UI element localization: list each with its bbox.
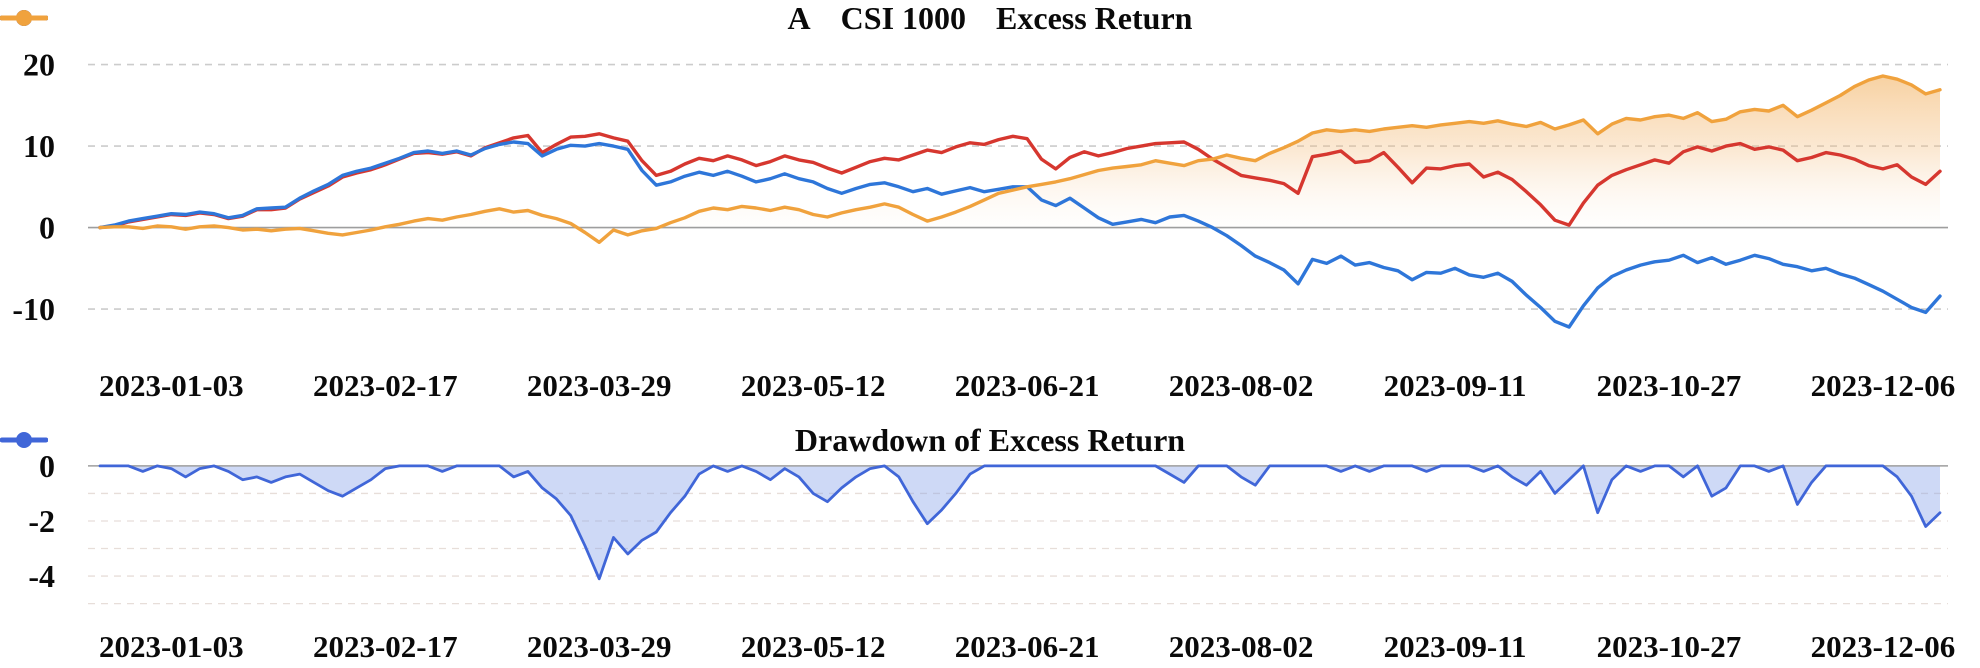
y-tick-label: 10 xyxy=(23,128,55,164)
drawdown-marker-icon xyxy=(0,432,48,448)
x-tick-label: 2023-08-02 xyxy=(1169,368,1314,403)
y-tick-label: -2 xyxy=(28,503,55,539)
x-tick-label: 2023-02-17 xyxy=(313,629,458,664)
x-tick-label: 2023-01-03 xyxy=(99,368,244,403)
x-tick-label: 2023-09-11 xyxy=(1384,629,1527,664)
y-tick-label: 0 xyxy=(39,210,55,246)
x-tick-label: 2023-12-06 xyxy=(1811,368,1956,403)
legend-label-a: A xyxy=(787,0,811,36)
top-chart-legend: A CSI 1000 Excess Return xyxy=(0,2,1980,34)
legend-label-drawdown: Drawdown of Excess Return xyxy=(794,422,1186,458)
x-tick-label: 2023-10-27 xyxy=(1597,629,1742,664)
drawdown-chart: 0 -2 -4 2023-01-03 2023-02-17 2023-03-29 2023-… xyxy=(28,448,1956,664)
x-tick-label: 2023-03-29 xyxy=(527,368,672,403)
x-tick-label: 2023-12-06 xyxy=(1811,629,1956,664)
x-tick-label: 2023-06-21 xyxy=(955,629,1100,664)
drawdown-legend: Drawdown of Excess Return xyxy=(0,424,1980,456)
x-tick-label: 2023-05-12 xyxy=(741,629,886,664)
y-tick-label: 20 xyxy=(23,47,55,83)
legend-item-a: A xyxy=(0,0,811,36)
x-tick-label: 2023-09-11 xyxy=(1384,368,1527,403)
x-tick-label: 2023-08-02 xyxy=(1169,629,1314,664)
x-tick-label: 2023-03-29 xyxy=(527,629,672,664)
y-tick-label: -4 xyxy=(28,558,55,594)
legend-label-excess-return: Excess Return xyxy=(996,0,1193,36)
legend-item-excess-return: Excess Return xyxy=(0,0,1193,36)
legend-item-csi1000: CSI 1000 xyxy=(0,0,967,36)
y-tick-label: -10 xyxy=(12,291,55,327)
y-tick-label: 0 xyxy=(39,448,55,484)
x-tick-label: 2023-10-27 xyxy=(1597,368,1742,403)
x-tick-label: 2023-01-03 xyxy=(99,629,244,664)
x-tick-label: 2023-02-17 xyxy=(313,368,458,403)
x-tick-label: 2023-05-12 xyxy=(741,368,886,403)
x-tick-label: 2023-06-21 xyxy=(955,368,1100,403)
legend-item-drawdown: Drawdown of Excess Return xyxy=(0,422,1186,458)
excess-return-marker-icon xyxy=(0,10,48,26)
legend-label-csi1000: CSI 1000 xyxy=(840,0,967,36)
cumulative-return-chart: 20 10 0 -10 2023-01-03 2023-02-17 2023-03-29 20… xyxy=(12,47,1956,403)
